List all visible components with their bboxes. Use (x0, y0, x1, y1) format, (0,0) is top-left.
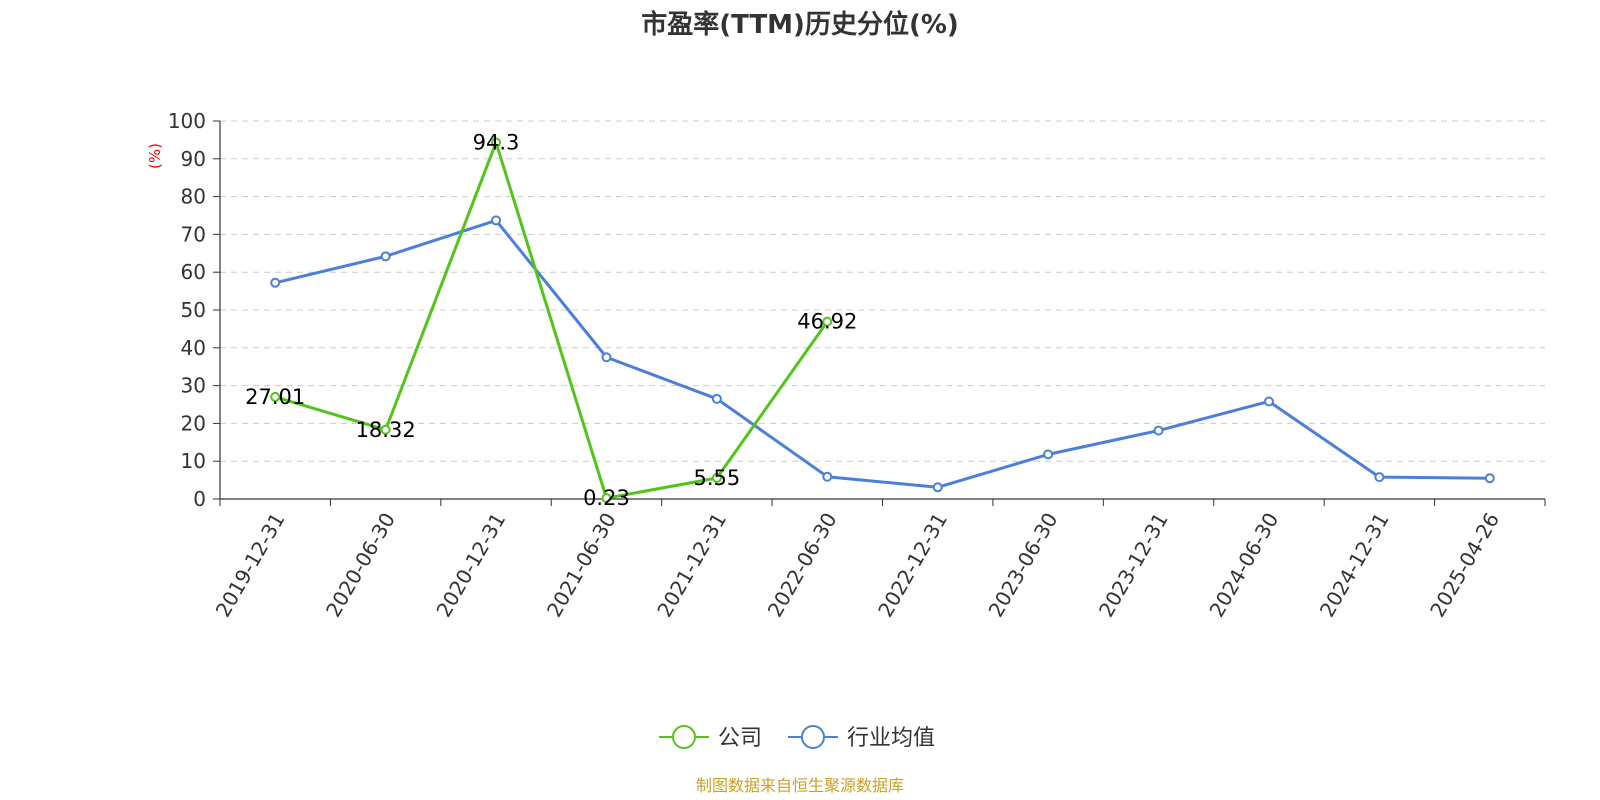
legend-item-公司[interactable]: 公司 (659, 725, 762, 751)
y-tick-label: 20 (181, 411, 206, 435)
y-tick-label: 50 (181, 298, 206, 322)
y-axis-label: (%) (146, 143, 164, 169)
x-tick-label: 2022-06-30 (763, 509, 842, 622)
data-label: 0.23 (583, 486, 630, 510)
data-point[interactable] (1374, 472, 1385, 483)
data-point[interactable] (601, 493, 612, 504)
chart-title: 市盈率(TTM)历史分位(%) (641, 9, 959, 40)
data-point[interactable] (822, 316, 833, 327)
legend[interactable]: 公司 行业均值 (659, 725, 935, 751)
legend-item-行业均值[interactable]: 行业均值 (788, 725, 935, 751)
data-point[interactable] (932, 482, 943, 493)
data-point[interactable] (1263, 396, 1274, 407)
y-tick-label: 70 (181, 222, 206, 246)
legend-marker (672, 725, 696, 749)
series-line-行业均值 (274, 218, 1490, 489)
y-tick-label: 10 (181, 449, 206, 473)
data-point[interactable] (270, 391, 281, 402)
x-tick-label: 2021-12-31 (652, 509, 731, 622)
legend-label: 公司 (718, 726, 762, 751)
y-tick-label: 100 (168, 109, 206, 133)
x-tick-label: 2021-06-30 (542, 509, 621, 622)
data-point[interactable] (601, 352, 612, 363)
data-point[interactable] (1484, 473, 1495, 484)
x-tick-label: 2025-04-26 (1425, 509, 1504, 622)
x-tick-label: 2019-12-31 (211, 509, 290, 622)
data-label: 18.32 (356, 418, 416, 442)
data-point[interactable] (491, 215, 502, 226)
data-label: 5.55 (693, 466, 740, 490)
y-axis: 0 10 20 30 40 50 60 70 80 90 100 (168, 109, 221, 511)
data-point[interactable] (711, 473, 722, 484)
y-tick-label: 90 (181, 147, 206, 171)
y-tick-label: 30 (181, 374, 206, 398)
x-axis: 2019-12-31 2020-06-30 2020-12-31 2021-06-30… (211, 498, 1546, 622)
x-tick-label: 2020-06-30 (321, 509, 400, 622)
data-point[interactable] (380, 424, 391, 435)
data-point[interactable] (270, 277, 281, 288)
data-point[interactable] (1043, 449, 1054, 460)
x-tick-label: 2024-12-31 (1315, 509, 1394, 622)
grid-lines (220, 120, 1545, 462)
y-tick-label: 40 (181, 336, 206, 360)
y-tick-label: 60 (181, 260, 206, 284)
legend-label: 行业均值 (847, 726, 935, 751)
y-tick-label: 80 (181, 185, 206, 209)
data-point[interactable] (1153, 425, 1164, 436)
data-point[interactable] (822, 471, 833, 482)
data-point[interactable] (380, 251, 391, 262)
series-layer (270, 137, 1495, 504)
source-note: 制图数据来自恒生聚源数据库 (696, 776, 904, 795)
series-line-公司 (274, 141, 829, 500)
legend-marker (801, 725, 825, 749)
x-tick-label: 2023-12-31 (1094, 509, 1173, 622)
x-tick-label: 2024-06-30 (1204, 509, 1283, 622)
data-label: 46.92 (797, 310, 857, 334)
data-label: 27.01 (245, 385, 305, 409)
data-point[interactable] (711, 393, 722, 404)
data-label: 94.3 (473, 131, 520, 155)
x-tick-label: 2022-12-31 (873, 508, 952, 621)
data-point[interactable] (491, 137, 502, 148)
y-tick-label: 0 (193, 487, 206, 511)
x-tick-label: 2020-12-31 (431, 508, 510, 621)
data-labels: 27.01 18.32 94.3 0.23 5.55 46.92 (245, 131, 857, 511)
x-tick-label: 2023-06-30 (984, 509, 1063, 622)
